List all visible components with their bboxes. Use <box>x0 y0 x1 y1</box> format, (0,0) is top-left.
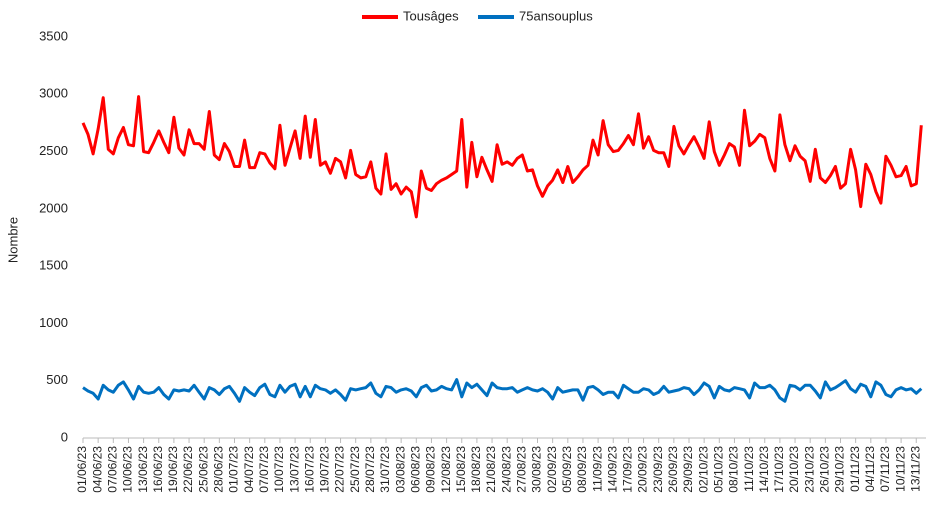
y-tick-label: 3500 <box>39 28 68 43</box>
y-tick-label: 1500 <box>39 258 68 273</box>
legend-label: 75ansouplus <box>519 8 593 23</box>
y-tick-label: 500 <box>46 372 68 387</box>
x-tick-label: 01/11/23 <box>848 446 862 492</box>
x-tick-label: 04/11/23 <box>863 446 877 492</box>
x-tick-label: 19/07/23 <box>318 446 332 493</box>
x-tick-label: 01/07/23 <box>227 446 241 493</box>
x-tick-label: 23/09/23 <box>651 446 665 493</box>
x-tick-label: 17/09/23 <box>621 446 635 493</box>
x-tick-label: 14/09/23 <box>605 446 619 493</box>
x-tick-label: 25/07/23 <box>348 446 362 493</box>
x-tick-label: 20/10/23 <box>787 446 801 493</box>
x-tick-label: 28/06/23 <box>212 446 226 493</box>
x-tick-label: 08/09/23 <box>575 446 589 493</box>
x-tick-label: 13/06/23 <box>136 446 150 493</box>
x-tick-label: 20/09/23 <box>636 446 650 493</box>
x-tick-label: 16/06/23 <box>151 446 165 493</box>
x-tick-label: 10/07/23 <box>272 446 286 493</box>
x-tick-label: 23/10/23 <box>802 446 816 493</box>
x-tick-label: 07/06/23 <box>105 446 119 493</box>
x-tick-label: 09/08/23 <box>424 446 438 493</box>
x-tick-label: 19/06/23 <box>166 446 180 493</box>
y-tick-label: 0 <box>61 429 68 444</box>
x-tick-label: 27/08/23 <box>515 446 529 493</box>
x-tick-label: 04/06/23 <box>90 446 104 493</box>
x-tick-label: 26/10/23 <box>818 446 832 493</box>
x-tick-label: 22/06/23 <box>181 446 195 493</box>
x-tick-label: 14/10/23 <box>757 446 771 493</box>
x-tick-label: 05/10/23 <box>711 446 725 493</box>
x-tick-label: 03/08/23 <box>393 446 407 493</box>
x-tick-label: 12/08/23 <box>439 446 453 493</box>
x-tick-label: 05/09/23 <box>560 446 574 493</box>
x-tick-label: 31/07/23 <box>378 446 392 493</box>
x-tick-label: 02/10/23 <box>696 446 710 493</box>
legend-label: Tousâges <box>403 8 459 23</box>
x-tick-label: 18/08/23 <box>469 446 483 493</box>
x-tick-label: 29/10/23 <box>833 446 847 493</box>
x-tick-label: 11/09/23 <box>590 446 604 492</box>
x-tick-label: 13/11/23 <box>908 446 922 492</box>
x-tick-label: 02/09/23 <box>545 446 559 493</box>
x-tick-label: 10/06/23 <box>121 446 135 493</box>
x-tick-label: 04/07/23 <box>242 446 256 493</box>
y-tick-label: 2500 <box>39 143 68 158</box>
x-tick-label: 17/10/23 <box>772 446 786 493</box>
x-tick-label: 25/06/23 <box>196 446 210 493</box>
x-tick-label: 01/06/23 <box>75 446 89 493</box>
x-tick-label: 16/07/23 <box>302 446 316 493</box>
x-tick-label: 21/08/23 <box>484 446 498 493</box>
x-tick-label: 06/08/23 <box>408 446 422 493</box>
x-tick-label: 08/10/23 <box>727 446 741 493</box>
x-tick-label: 11/10/23 <box>742 446 756 492</box>
series-line <box>81 95 923 219</box>
x-tick-label: 07/11/23 <box>878 446 892 492</box>
x-tick-label: 07/07/23 <box>257 446 271 493</box>
y-tick-label: 1000 <box>39 315 68 330</box>
x-tick-label: 29/09/23 <box>681 446 695 493</box>
x-tick-label: 24/08/23 <box>499 446 513 493</box>
x-tick-label: 10/11/23 <box>893 446 907 492</box>
x-tick-label: 26/09/23 <box>666 446 680 493</box>
x-tick-label: 13/07/23 <box>287 446 301 493</box>
y-axis-label: Nombre <box>5 217 20 263</box>
y-tick-label: 3000 <box>39 86 68 101</box>
x-tick-label: 15/08/23 <box>454 446 468 493</box>
x-tick-label: 30/08/23 <box>530 446 544 493</box>
x-tick-label: 28/07/23 <box>363 446 377 493</box>
x-tick-label: 22/07/23 <box>333 446 347 493</box>
y-tick-label: 2000 <box>39 200 68 215</box>
series-line <box>82 378 923 403</box>
